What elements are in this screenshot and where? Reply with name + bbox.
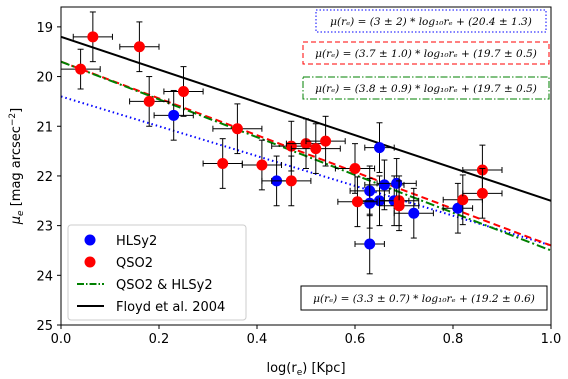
marker-hlsy2 [391,177,403,189]
data-point-qso2 [334,143,376,194]
legend-marker-hlsy2 [84,234,96,246]
marker-qso2 [310,143,322,155]
marker-hlsy2 [378,179,390,191]
data-point-qso2 [337,176,378,228]
data-point-hlsy2 [364,122,395,173]
x-tick-label: 0.8 [443,332,464,347]
data-point-qso2 [442,174,483,226]
x-tick-label: 0.4 [247,332,268,347]
y-axis-label: μe [mag arcsec−2] [8,108,26,226]
plot-frame [60,6,552,326]
marker-qso2 [75,63,87,75]
svg-text:μ(rₑ) = (3.8 ± 0.9) * log₁₀rₑ: μ(rₑ) = (3.8 ± 0.9) * log₁₀rₑ + (19.7 ± … [315,83,537,95]
data-point-hlsy2 [153,89,194,141]
y-tick-label: 22 [36,170,53,185]
data-point-qso2 [290,123,341,174]
marker-qso2 [320,135,332,147]
data-point-hlsy2 [442,182,474,234]
marker-qso2 [457,194,469,206]
data-point-qso2 [462,167,503,219]
x-tick-label: 0.6 [345,332,366,347]
data-point-qso2 [212,103,263,155]
equation-combined: μ(rₑ) = (3.8 ± 0.9) * log₁₀rₑ + (19.7 ± … [302,76,550,100]
marker-hlsy2 [374,142,385,154]
x-axis-label: log(re) [Kpc] [266,361,345,378]
marker-qso2 [178,85,189,97]
marker-hlsy2 [364,238,376,250]
marker-qso2 [143,95,155,107]
marker-hlsy2 [452,202,464,214]
svg-text:QSO2 & HLSy2: QSO2 & HLSy2 [116,278,213,293]
y-tick-label: 25 [36,319,53,334]
svg-text:μ(rₑ) = (3 ± 2) * log₁₀rₑ + (2: μ(rₑ) = (3 ± 2) * log₁₀rₑ + (20.4 ± 1.3) [330,16,532,28]
marker-hlsy2 [408,207,420,219]
data-point-hlsy2 [393,187,434,239]
data-point-qso2 [202,138,243,189]
data-point-qso2 [129,76,170,127]
legend-item-floyd: Floyd et al. 2004 [77,300,225,315]
legend-item-combined: QSO2 & HLSy2 [77,278,213,293]
y-tick-label: 24 [36,269,53,284]
equation-hlsy2: μ(rₑ) = (3 ± 2) * log₁₀rₑ + (20.4 ± 1.3) [315,9,547,33]
x-axis: 0.0 0.2 0.4 0.6 0.8 1.0 [51,325,562,347]
marker-qso2 [217,158,229,170]
marker-qso2 [476,187,488,199]
data-points [61,11,503,275]
legend-marker-qso2 [84,256,96,268]
y-tick-label: 20 [36,71,53,86]
legend: HLSy2 QSO2 QSO2 & HLSy2 Floyd et al. 200… [67,224,247,321]
y-tick-label: 19 [36,21,53,36]
y-tick-label: 23 [36,220,53,235]
marker-hlsy2 [364,197,376,209]
marker-qso2 [349,162,361,174]
marker-qso2 [231,123,243,135]
svg-text:μ(rₑ) = (3.3 ± 0.7) * log₁₀rₑ: μ(rₑ) = (3.3 ± 0.7) * log₁₀rₑ + (19.2 ± … [313,293,535,305]
svg-text:Floyd et al. 2004: Floyd et al. 2004 [116,300,225,315]
marker-qso2 [87,31,99,43]
data-point-qso2 [379,180,420,232]
svg-text:μ(rₑ) = (3.7 ± 1.0) * log₁₀rₑ: μ(rₑ) = (3.7 ± 1.0) * log₁₀rₑ + (19.7 ± … [315,48,537,60]
marker-qso2 [133,41,145,53]
y-tick-label: 21 [36,120,53,135]
y-axis: 19 20 21 22 23 24 25 [36,21,61,334]
marker-qso2 [285,175,297,187]
x-tick-label: 1.0 [541,332,562,347]
marker-qso2 [393,200,405,212]
legend-item-qso2: QSO2 [84,256,153,271]
svg-text:QSO2: QSO2 [116,256,153,271]
data-point-qso2 [241,139,282,191]
data-point-qso2 [163,66,204,117]
data-point-qso2 [271,155,312,207]
data-point-hlsy2 [354,213,385,275]
equation-qso2: μ(rₑ) = (3.7 ± 1.0) * log₁₀rₑ + (19.7 ± … [302,41,550,65]
data-point-qso2 [305,115,346,167]
marker-qso2 [256,159,268,171]
equation-floyd: μ(rₑ) = (3.3 ± 0.7) * log₁₀rₑ + (19.2 ± … [300,285,548,311]
data-point-qso2 [119,21,160,73]
data-point-qso2 [61,48,101,90]
marker-hlsy2 [168,109,180,121]
x-tick-label: 0.2 [149,332,170,347]
legend-item-hlsy2: HLSy2 [84,234,157,249]
data-point-qso2 [72,11,113,63]
x-tick-label: 0.0 [51,332,72,347]
marker-qso2 [351,196,363,208]
svg-text:HLSy2: HLSy2 [116,234,157,249]
